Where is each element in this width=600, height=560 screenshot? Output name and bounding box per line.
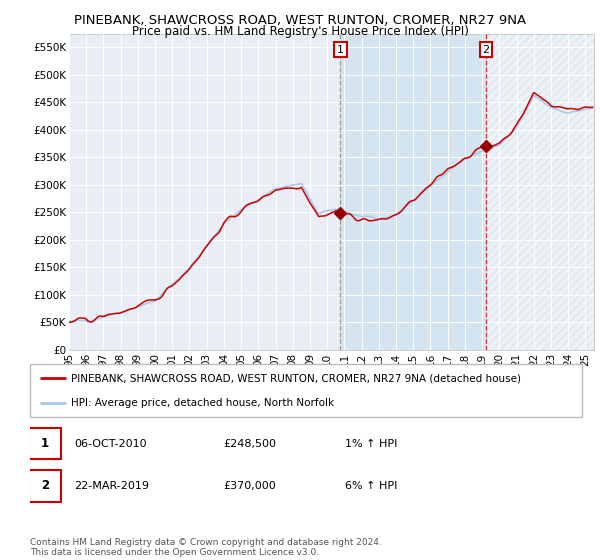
Text: Price paid vs. HM Land Registry's House Price Index (HPI): Price paid vs. HM Land Registry's House … — [131, 25, 469, 38]
FancyBboxPatch shape — [30, 364, 582, 417]
Text: £248,500: £248,500 — [223, 438, 276, 449]
Text: £370,000: £370,000 — [223, 481, 276, 491]
Text: HPI: Average price, detached house, North Norfolk: HPI: Average price, detached house, Nort… — [71, 398, 335, 408]
Text: PINEBANK, SHAWCROSS ROAD, WEST RUNTON, CROMER, NR27 9NA (detached house): PINEBANK, SHAWCROSS ROAD, WEST RUNTON, C… — [71, 374, 521, 384]
Bar — [486, 34, 594, 350]
Text: 1: 1 — [337, 45, 344, 55]
Text: 2: 2 — [482, 45, 490, 55]
Bar — [340, 34, 486, 350]
Text: 1: 1 — [41, 437, 49, 450]
Text: Contains HM Land Registry data © Crown copyright and database right 2024.
This d: Contains HM Land Registry data © Crown c… — [30, 538, 382, 557]
Text: PINEBANK, SHAWCROSS ROAD, WEST RUNTON, CROMER, NR27 9NA: PINEBANK, SHAWCROSS ROAD, WEST RUNTON, C… — [74, 14, 526, 27]
Text: 06-OCT-2010: 06-OCT-2010 — [74, 438, 147, 449]
Text: 1% ↑ HPI: 1% ↑ HPI — [344, 438, 397, 449]
FancyBboxPatch shape — [29, 428, 61, 459]
Text: 22-MAR-2019: 22-MAR-2019 — [74, 481, 149, 491]
Text: 6% ↑ HPI: 6% ↑ HPI — [344, 481, 397, 491]
Text: 2: 2 — [41, 479, 49, 492]
FancyBboxPatch shape — [29, 470, 61, 502]
